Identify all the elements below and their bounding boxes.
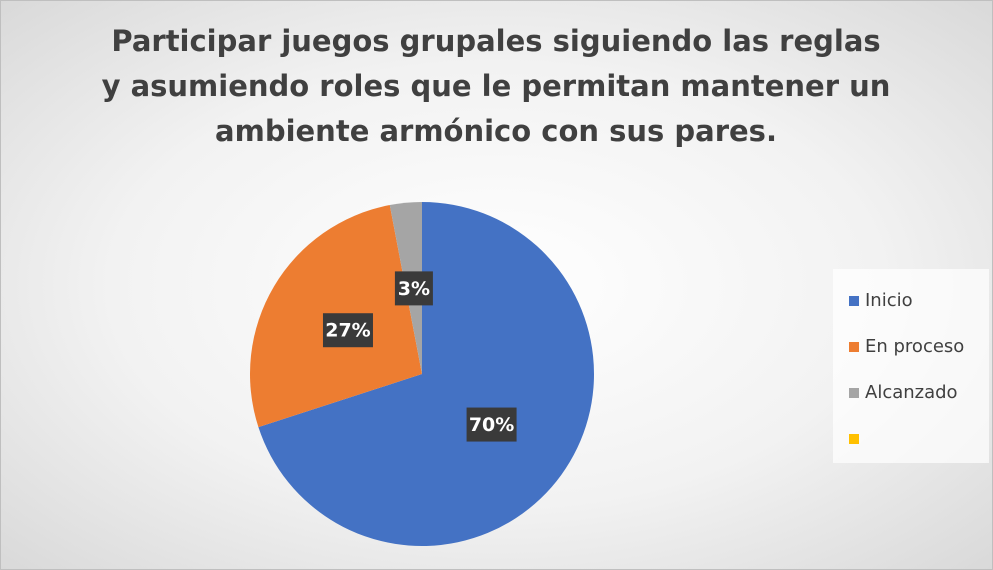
legend-label: Alcanzado — [865, 382, 958, 403]
legend-swatch — [849, 296, 859, 306]
data-label: 70% — [469, 414, 514, 436]
label-box — [466, 407, 517, 442]
legend-swatch — [849, 388, 859, 398]
label-box — [394, 271, 433, 306]
chart-title: Participar juegos grupales siguiendo las… — [101, 24, 891, 148]
data-label: 27% — [325, 320, 370, 342]
data-label: 3% — [398, 278, 430, 300]
legend-label: Inicio — [865, 290, 913, 311]
legend-swatch — [849, 434, 859, 444]
legend-swatch — [849, 342, 859, 352]
label-box — [322, 313, 373, 348]
legend-label: En proceso — [865, 336, 964, 357]
pie-slice — [258, 202, 594, 546]
